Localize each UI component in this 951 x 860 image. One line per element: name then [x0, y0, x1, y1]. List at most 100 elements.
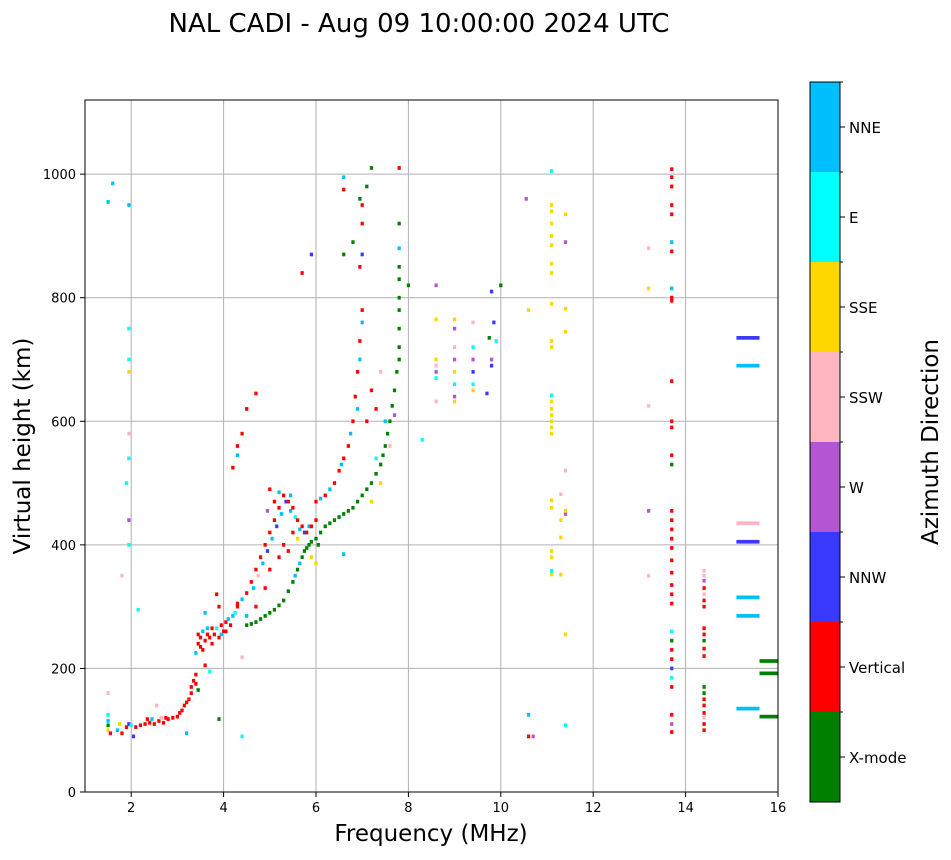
data-point-w [452, 357, 457, 362]
data-point-nne [288, 509, 293, 513]
data-point-x-mode [365, 487, 369, 492]
data-point-x-mode [300, 555, 304, 560]
data-point-vertical [268, 567, 272, 572]
data-point-x-mode [702, 638, 706, 643]
data-point-vertical [254, 567, 258, 572]
data-point-vertical [670, 546, 674, 550]
data-point-vertical [360, 308, 364, 312]
data-point-vertical [210, 626, 214, 631]
data-point-w [563, 240, 568, 244]
data-point-vertical [217, 635, 221, 640]
data-point-vertical [702, 728, 706, 733]
data-point-sse [127, 370, 131, 374]
y-axis-label: Virtual height (km) [10, 338, 36, 555]
chart-title: NAL CADI - Aug 09 10:00:00 2024 UTC [169, 9, 670, 39]
data-point-vertical [670, 249, 674, 254]
data-point-vertical [670, 730, 674, 734]
colorbar-segment [810, 352, 840, 442]
data-point-x-mode [392, 388, 397, 393]
data-point-vertical [670, 212, 674, 217]
data-point-ssw [127, 431, 131, 436]
data-point-e [550, 393, 554, 398]
data-point-w [647, 509, 651, 513]
data-point-vertical [224, 620, 228, 624]
data-point-vertical [397, 166, 401, 170]
data-point-vertical [346, 444, 350, 448]
data-point-vertical [670, 570, 674, 575]
data-point-nne [397, 246, 401, 251]
data-point-nne [319, 496, 323, 501]
data-point-nne [226, 617, 230, 621]
data-point-e [670, 629, 674, 634]
data-point-vertical [670, 558, 674, 563]
y-tick-label: 0 [68, 786, 76, 801]
data-point-vertical [670, 175, 674, 180]
colorbar-frame [809, 81, 841, 803]
data-point-ssw [106, 691, 110, 695]
data-point-vertical [108, 731, 113, 736]
data-point-nne [270, 536, 274, 541]
data-point-vertical [374, 407, 378, 411]
x-tick-label: 8 [404, 801, 412, 816]
data-point-vertical [702, 604, 706, 609]
data-point-sse [550, 243, 554, 248]
data-point-sse [550, 498, 554, 503]
data-point-vertical [670, 712, 674, 717]
data-point-vertical [208, 635, 212, 640]
data-point-ssw [702, 592, 706, 597]
data-point-ssw [452, 345, 457, 349]
data-point-vertical [224, 629, 228, 634]
data-point-w [452, 326, 457, 331]
data-point-sse [550, 431, 554, 436]
data-point-vertical [249, 580, 253, 584]
data-point-vertical [337, 468, 341, 473]
data-point-e [127, 357, 131, 362]
data-point-vertical [670, 295, 674, 300]
data-point-x-mode [328, 521, 332, 526]
data-point-sse [550, 339, 554, 343]
data-point-x-mode [245, 623, 249, 628]
y-axis-ticks: 0 200 400 600 800 1000 [43, 168, 85, 801]
data-point-x-mode [365, 184, 369, 189]
data-point-ssw [154, 703, 159, 708]
data-point-vertical [323, 493, 327, 498]
data-point-nne [298, 527, 302, 532]
data-point-vertical [358, 339, 362, 343]
data-point-vertical [360, 221, 364, 226]
data-point-vertical [670, 583, 674, 587]
data-marks [106, 166, 778, 739]
data-point-x-mode [702, 691, 706, 695]
data-point-nnw [131, 734, 136, 739]
data-point-e [670, 675, 674, 680]
data-point-ssw [256, 573, 260, 578]
data-point-e [127, 543, 131, 547]
data-point-nne [235, 453, 240, 458]
data-point-x-mode [360, 493, 364, 498]
data-point-vertical [263, 543, 267, 547]
data-point-w [524, 197, 528, 201]
data-point-e [494, 339, 498, 343]
data-point-vertical [203, 663, 207, 668]
data-point-ssw [434, 363, 438, 368]
data-point-nne [736, 363, 760, 368]
y-tick-label: 400 [51, 539, 76, 554]
data-point-x-mode [196, 688, 200, 692]
data-point-vertical [277, 555, 281, 560]
data-point-vertical [182, 703, 186, 708]
data-point-x-mode [390, 403, 394, 408]
data-point-vertical [702, 697, 706, 702]
data-point-vertical [215, 592, 219, 597]
data-point-vertical [360, 203, 364, 207]
data-point-nne [307, 524, 311, 529]
data-point-vertical [670, 453, 674, 458]
data-point-x-mode [106, 723, 110, 728]
data-point-vertical [670, 425, 674, 430]
data-point-vertical [194, 682, 198, 686]
data-point-sse [550, 345, 554, 349]
data-point-w [670, 722, 674, 726]
data-point-w [434, 370, 438, 374]
data-point-x-mode [397, 277, 401, 282]
data-point-sse [550, 221, 554, 226]
data-point-vertical [670, 657, 674, 662]
data-point-e [550, 169, 554, 173]
